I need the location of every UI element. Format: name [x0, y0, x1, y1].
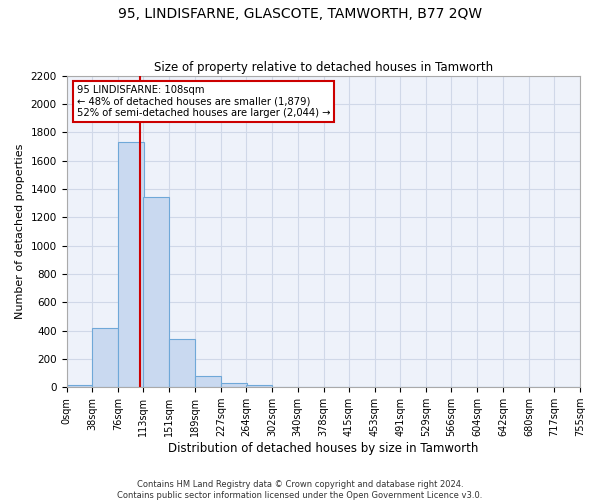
- Bar: [92, 328, 118, 387]
- Title: Size of property relative to detached houses in Tamworth: Size of property relative to detached ho…: [154, 62, 493, 74]
- Bar: [118, 142, 144, 387]
- Text: Contains HM Land Registry data © Crown copyright and database right 2024.
Contai: Contains HM Land Registry data © Crown c…: [118, 480, 482, 500]
- Bar: [67, 385, 92, 387]
- Bar: [195, 376, 221, 387]
- Text: 95 LINDISFARNE: 108sqm
← 48% of detached houses are smaller (1,879)
52% of semi-: 95 LINDISFARNE: 108sqm ← 48% of detached…: [77, 85, 330, 118]
- Bar: [143, 198, 169, 387]
- X-axis label: Distribution of detached houses by size in Tamworth: Distribution of detached houses by size …: [168, 442, 478, 455]
- Bar: [221, 383, 247, 387]
- Bar: [169, 339, 195, 387]
- Bar: [246, 384, 272, 387]
- Text: 95, LINDISFARNE, GLASCOTE, TAMWORTH, B77 2QW: 95, LINDISFARNE, GLASCOTE, TAMWORTH, B77…: [118, 8, 482, 22]
- Y-axis label: Number of detached properties: Number of detached properties: [15, 144, 25, 319]
